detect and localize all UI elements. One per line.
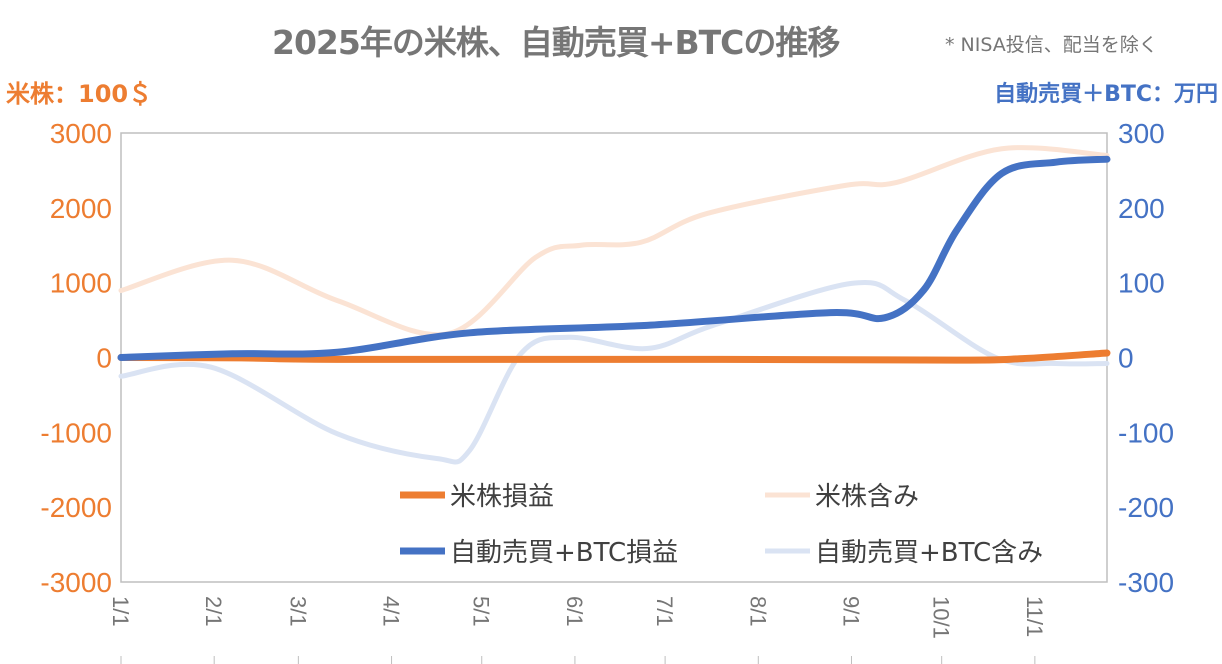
right-axis-tick-label: 0 [1118, 343, 1134, 374]
right-axis-tick-label: 300 [1118, 118, 1165, 149]
x-axis-tick-label: 7/1 [652, 596, 677, 627]
legend-label: 米株含み [815, 482, 919, 512]
right-axis-tick-label: -200 [1118, 492, 1174, 523]
left-axis-tick-label: -2000 [40, 492, 112, 523]
left-axis-tick-label: 3000 [50, 118, 112, 149]
series-line-米株損益 [117, 349, 1111, 364]
x-axis-tick-label: 11/1 [1022, 596, 1047, 637]
x-axis-tick-label: 10/1 [929, 596, 954, 639]
x-axis-tick-label: 8/1 [745, 596, 770, 627]
right-axis-tick-label: 100 [1118, 268, 1165, 299]
left-axis-tick-label: -1000 [40, 417, 112, 448]
series-line-米株含み [118, 145, 1110, 338]
x-axis-tick-label: 3/1 [285, 596, 310, 627]
legend-label: 米株損益 [450, 482, 554, 512]
right-axis-unit: 自動売買＋BTC：万円 [994, 82, 1218, 107]
left-axis-unit: 米株：100＄ [6, 80, 153, 108]
x-axis-tick-label: 9/1 [838, 596, 863, 627]
left-axis-tick-label: -3000 [40, 567, 112, 598]
chart-title: 2025年の米株、自動売買+BTCの推移 [272, 23, 840, 62]
x-axis-tick-label: 4/1 [379, 596, 404, 627]
x-axis-tick-label: 2/1 [201, 596, 226, 627]
x-axis-tick-label: 5/1 [469, 596, 494, 627]
x-axis-tick-label: 1/1 [108, 596, 133, 627]
chart-note: * NISA投信、配当を除く [945, 34, 1158, 56]
right-axis-tick-label: -300 [1118, 567, 1174, 598]
left-axis-tick-label: 1000 [50, 268, 112, 299]
right-axis-tick-label: -100 [1118, 417, 1174, 448]
series-line-自動売買+BTC損益 [117, 155, 1111, 361]
x-axis-tick-label: 6/1 [562, 596, 587, 627]
legend-label: 自動売買+BTC損益 [450, 538, 678, 568]
left-axis-tick-label: 2000 [50, 193, 112, 224]
right-axis-tick-label: 200 [1118, 193, 1165, 224]
legend-label: 自動売買+BTC含み [815, 538, 1043, 568]
series-line-自動売買+BTC含み [118, 280, 1110, 465]
left-axis-tick-label: 0 [96, 343, 112, 374]
